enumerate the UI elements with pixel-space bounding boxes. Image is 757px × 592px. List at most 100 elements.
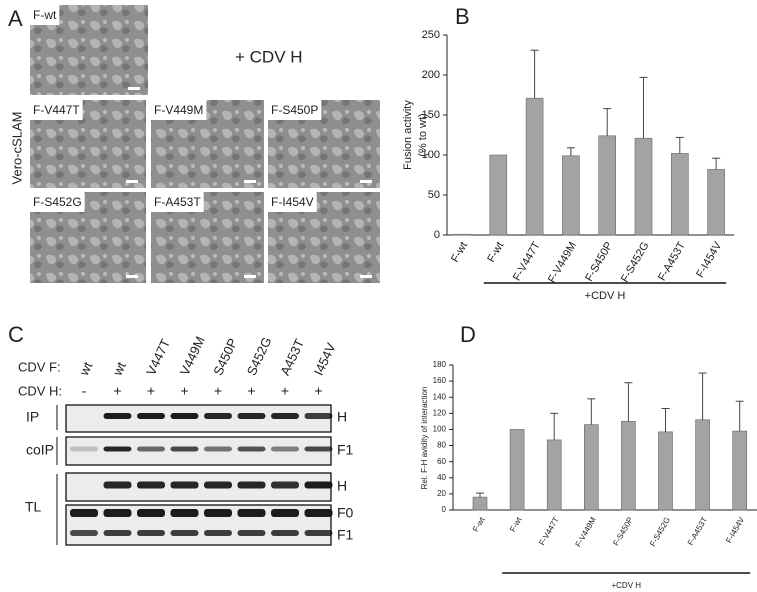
panel-letter: A <box>8 6 23 31</box>
band <box>237 530 266 536</box>
lane-label: wt <box>109 359 129 378</box>
bar <box>658 431 673 511</box>
bar <box>546 439 562 511</box>
x-tick-label: F-V447T <box>537 515 560 547</box>
blot-label: IP <box>26 409 39 425</box>
band <box>170 446 199 452</box>
x-tick-label: F-wt <box>485 240 506 265</box>
lane-label: I454V <box>311 340 339 377</box>
band <box>271 446 299 452</box>
x-tick-label: F-A453T <box>656 240 688 283</box>
blot-label: H <box>337 409 347 425</box>
label-box <box>30 100 83 120</box>
side-label: Vero-cSLAM <box>9 112 24 185</box>
bar <box>583 424 599 511</box>
y-tick-label: 60 <box>437 457 446 466</box>
band <box>103 530 132 536</box>
label-box <box>151 100 207 120</box>
scale-bar <box>126 180 138 183</box>
band <box>237 481 266 489</box>
bar <box>472 496 488 511</box>
blot-label: TL <box>25 499 42 515</box>
band <box>103 446 132 452</box>
bar <box>707 169 725 236</box>
bar <box>525 97 544 236</box>
image-label: F-V449M <box>154 103 203 117</box>
band <box>271 509 299 517</box>
x-tick-label: F-S450P <box>583 240 615 284</box>
band <box>70 509 98 517</box>
band <box>237 446 266 452</box>
y-tick-label: 100 <box>422 149 440 161</box>
panel-letter: C <box>8 322 24 347</box>
x-tick-label: F-A453T <box>686 515 709 547</box>
label-box <box>268 100 322 120</box>
bracket-label: +CDV H <box>611 581 641 590</box>
band <box>304 446 333 452</box>
lane-label: V449M <box>177 334 208 378</box>
blot-label: H <box>337 478 347 494</box>
y-tick-label: 80 <box>437 441 446 450</box>
band <box>204 413 232 419</box>
x-tick-label: F-S450P <box>611 516 635 548</box>
panel-letter: B <box>455 4 470 29</box>
panel-a: A + CDV H Vero-cSLAM F-wt F-V447T F-V449M F-S4… <box>8 5 380 283</box>
y-tick-label: 50 <box>428 189 440 201</box>
lane-h: + <box>113 383 121 399</box>
scale-bar <box>360 180 372 183</box>
lane-h: + <box>214 383 222 399</box>
x-tick-label: F-I454V <box>694 239 724 279</box>
panel-letter: D <box>460 322 476 347</box>
lane-h: + <box>314 383 322 399</box>
lane-label: A453T <box>277 337 307 378</box>
lane-h: - <box>82 383 87 399</box>
image-label: F-S450P <box>271 103 318 117</box>
blot-label: coIP <box>26 442 54 458</box>
band <box>304 530 333 536</box>
scale-bar <box>360 275 372 278</box>
label-box <box>30 5 60 25</box>
bar <box>732 430 748 511</box>
band <box>103 481 132 489</box>
band <box>170 481 199 489</box>
x-tick-label: F-wt <box>471 515 487 534</box>
band <box>204 481 232 489</box>
lane-h: + <box>180 383 188 399</box>
band <box>204 509 232 517</box>
blot-label: F0 <box>337 505 354 521</box>
image-label: F-A453T <box>154 195 201 209</box>
y-tick-label: 20 <box>437 489 446 498</box>
y-tick-label: 40 <box>437 473 446 482</box>
image-label: F-wt <box>33 8 57 22</box>
label-box <box>30 192 85 212</box>
blot-label: F1 <box>337 442 354 458</box>
band <box>237 413 266 419</box>
y-axis-label: Fusion activity <box>402 100 414 170</box>
bar <box>453 233 471 236</box>
label-box <box>268 192 317 212</box>
bar <box>695 419 710 511</box>
bar <box>562 155 580 236</box>
lane-label: S450P <box>210 336 240 378</box>
bar <box>598 135 617 236</box>
y-tick-label: 180 <box>433 360 447 369</box>
band <box>204 446 232 452</box>
band <box>137 413 165 419</box>
y-tick-label: 140 <box>433 392 447 401</box>
band <box>271 481 299 489</box>
bar <box>489 154 508 236</box>
lane-h: + <box>147 383 155 399</box>
band <box>170 413 199 419</box>
y-axis-label: (% to wt) <box>417 113 429 156</box>
x-tick-label: F-V447T <box>511 240 543 283</box>
bar <box>634 137 653 236</box>
band <box>271 530 299 536</box>
band <box>304 509 333 517</box>
y-tick-label: 160 <box>433 376 447 385</box>
y-tick-label: 120 <box>433 408 447 417</box>
y-tick-label: 0 <box>442 505 447 514</box>
scale-bar <box>244 180 256 183</box>
x-tick-label: F-wt <box>508 515 524 534</box>
